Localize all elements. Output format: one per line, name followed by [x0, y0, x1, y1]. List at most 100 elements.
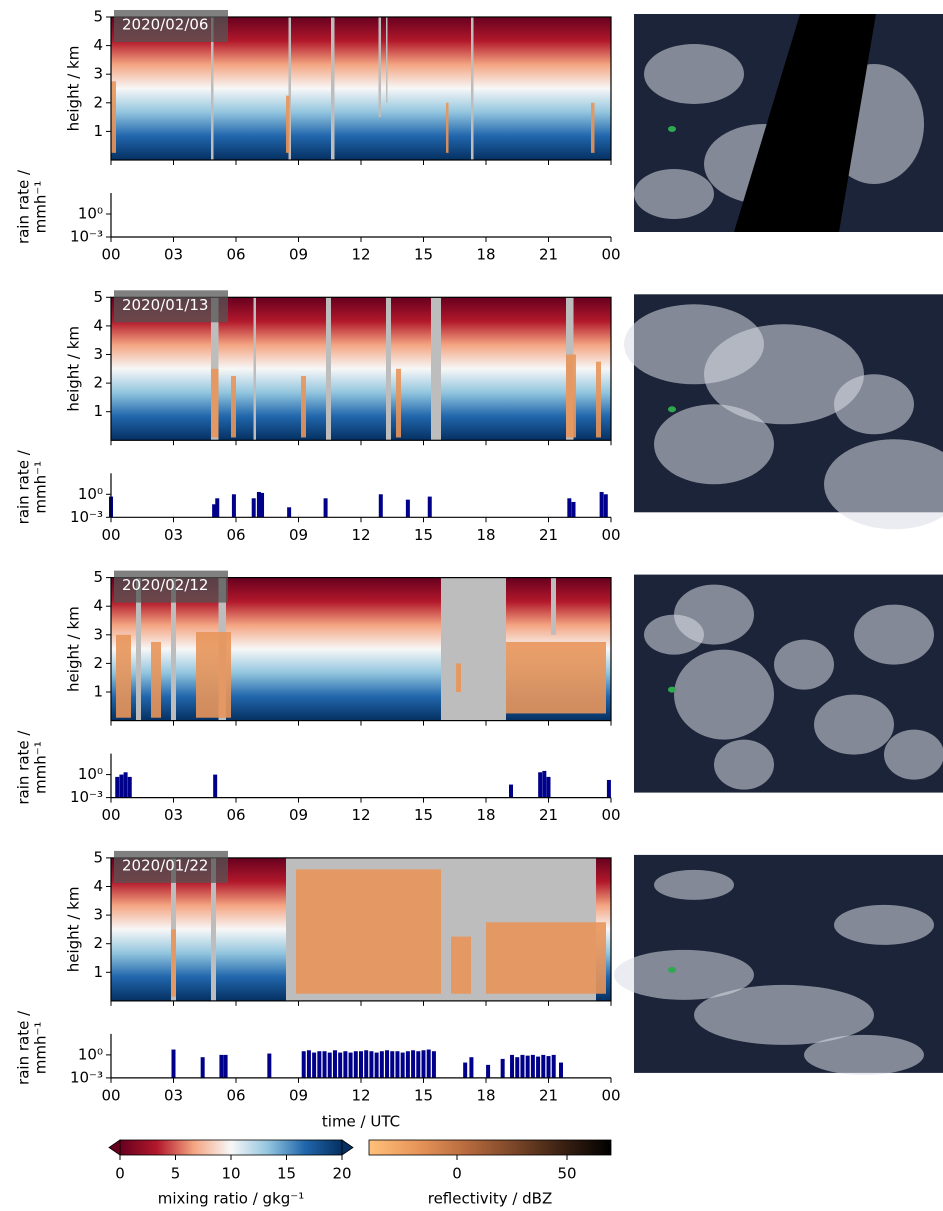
- rain-bar: [546, 776, 551, 798]
- colorbar-label: mixing ratio / gkg⁻¹: [158, 1190, 304, 1208]
- colorbar-label: reflectivity / dBZ: [428, 1190, 553, 1208]
- rain-bar: [530, 1054, 535, 1078]
- x-tick-label: 06: [226, 246, 245, 264]
- rain-bar: [426, 1049, 431, 1078]
- rain-bar: [260, 492, 265, 518]
- reflectivity-echo: [396, 368, 401, 438]
- y-tick-label: 10⁰: [78, 485, 103, 503]
- x-tick-label: 03: [164, 246, 183, 264]
- rain-axis-label: mmh⁻¹: [32, 181, 50, 234]
- x-tick-label: 18: [476, 806, 495, 824]
- island: [668, 406, 676, 413]
- rain-bar: [542, 770, 547, 798]
- reflectivity-echo: [231, 375, 236, 438]
- cloud: [884, 729, 943, 780]
- rain-bar: [200, 1057, 205, 1078]
- missing-data: [211, 857, 216, 1001]
- cloud: [694, 984, 874, 1045]
- cloud: [644, 614, 704, 655]
- rain-bar: [332, 1050, 337, 1078]
- cloud: [704, 324, 864, 425]
- x-tick-label: 00: [101, 246, 120, 264]
- y-tick-label: 10⁰: [78, 204, 103, 222]
- date-label: 2020/02/12: [122, 576, 208, 594]
- rain-bar: [364, 1050, 369, 1078]
- y-tick-label: 5: [93, 288, 103, 306]
- x-tick-label: 12: [351, 1086, 370, 1104]
- reflectivity-echo: [211, 368, 219, 438]
- island: [668, 686, 676, 693]
- rain-bar: [306, 1050, 311, 1078]
- rain-axis-label: mmh⁻¹: [32, 741, 50, 794]
- y-tick-label: 10⁻³: [70, 508, 103, 526]
- y-tick-label: 2: [93, 654, 103, 672]
- x-tick-label: 00: [101, 526, 120, 544]
- x-tick-label: 03: [164, 1086, 183, 1104]
- x-tick-label: 12: [351, 526, 370, 544]
- date-label: 2020/01/22: [122, 856, 208, 874]
- x-axis-label: time / UTC: [322, 1112, 400, 1130]
- rain-bar: [395, 1051, 400, 1078]
- rain-bar: [463, 1062, 468, 1078]
- rain-bar: [541, 1054, 546, 1078]
- rain-bar: [603, 494, 608, 518]
- rain-bar: [538, 772, 543, 798]
- rain-bar: [559, 1062, 563, 1078]
- missing-data: [386, 17, 388, 103]
- x-tick-label: 00: [601, 806, 620, 824]
- cloud: [824, 439, 943, 530]
- cloud: [654, 404, 774, 485]
- satellite-image: [634, 14, 943, 232]
- rain-bar: [551, 1054, 556, 1078]
- date-label: 2020/01/13: [122, 296, 208, 314]
- y-tick-label: 10⁰: [78, 1045, 103, 1063]
- missing-data: [326, 297, 331, 441]
- x-tick-label: 03: [164, 806, 183, 824]
- y-tick-label: 3: [93, 625, 103, 643]
- x-tick-label: 06: [226, 526, 245, 544]
- y-tick-label: 5: [93, 568, 103, 586]
- x-tick-label: 09: [289, 246, 308, 264]
- missing-data: [211, 17, 214, 160]
- x-tick-label: 18: [476, 526, 495, 544]
- y-tick-label: 2: [93, 934, 103, 952]
- y-tick-label: 4: [93, 877, 103, 895]
- x-tick-label: 00: [101, 1086, 120, 1104]
- reflectivity-echo: [111, 81, 116, 153]
- rain-bar: [509, 784, 513, 798]
- cloud: [854, 604, 934, 665]
- colorbar-tick-label: 15: [277, 1165, 296, 1183]
- cloud: [634, 169, 714, 219]
- x-tick-label: 00: [101, 806, 120, 824]
- date-box: [114, 850, 228, 883]
- y-tick-label: 2: [93, 93, 103, 111]
- y-tick-label: 3: [93, 345, 103, 363]
- x-tick-label: 21: [539, 1086, 558, 1104]
- y-tick-label: 1: [93, 122, 103, 140]
- colorbar-extend: [108, 1139, 121, 1156]
- x-tick-label: 18: [476, 1086, 495, 1104]
- missing-data: [441, 577, 506, 721]
- rain-bar: [213, 774, 218, 798]
- x-tick-label: 03: [164, 526, 183, 544]
- missing-data: [253, 297, 256, 441]
- rain-bar: [379, 1051, 384, 1078]
- colorbar-tick-label: 20: [332, 1165, 351, 1183]
- cloud: [644, 44, 744, 104]
- no-data-swath: [734, 14, 876, 232]
- x-tick-label: 09: [289, 526, 308, 544]
- rain-bar: [405, 1051, 410, 1078]
- x-tick-label: 15: [414, 246, 433, 264]
- missing-data: [386, 297, 391, 441]
- rain-bar: [520, 1054, 525, 1078]
- y-tick-label: 3: [93, 906, 103, 924]
- rain-bar: [338, 1052, 343, 1078]
- reflectivity-echo: [196, 631, 231, 718]
- rain-bar: [256, 491, 261, 518]
- x-tick-label: 09: [289, 806, 308, 824]
- rain-bar: [416, 1051, 421, 1078]
- x-tick-label: 21: [539, 246, 558, 264]
- colorbar-tick-label: 0: [115, 1165, 125, 1183]
- cloud: [804, 1034, 924, 1075]
- rain-bar: [223, 1054, 228, 1078]
